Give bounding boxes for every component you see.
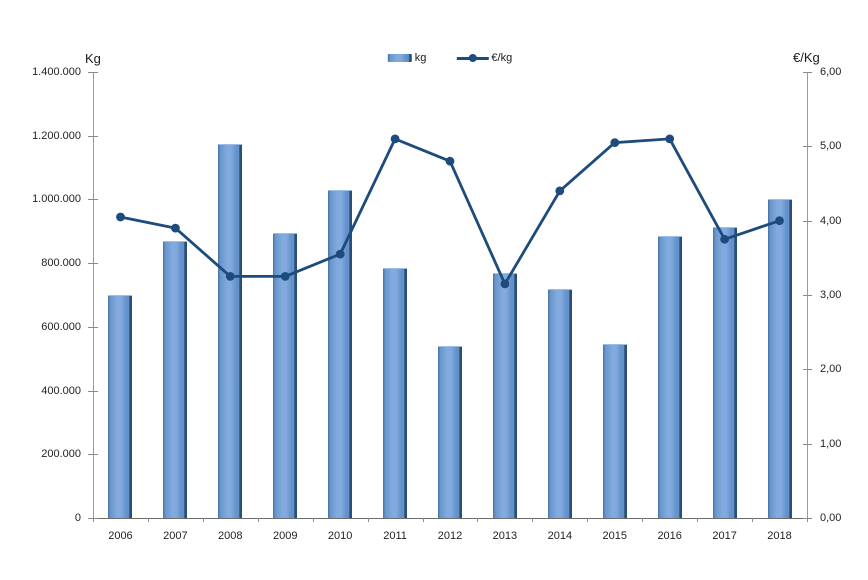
right-axis-tick — [803, 146, 812, 148]
left-axis-tick — [88, 199, 98, 201]
x-axis-label: 2015 — [602, 530, 627, 542]
bar-2014 — [547, 288, 572, 518]
x-axis-tick — [93, 518, 94, 522]
line-marker-2017 — [720, 234, 729, 244]
line-marker-2006 — [116, 212, 125, 222]
line-marker-2011 — [390, 134, 400, 144]
x-axis-label: 2014 — [547, 530, 573, 542]
line-marker-2014 — [555, 186, 565, 196]
bar-2015 — [602, 344, 627, 518]
left-axis-tick-label: 1.200.000 — [32, 129, 81, 142]
left-axis-tick — [88, 263, 98, 265]
legend: kg €/kg — [387, 52, 512, 64]
x-axis-tick — [697, 518, 699, 522]
left-axis-tick — [88, 72, 98, 73]
left-axis-tick-label: 1.400.000 — [32, 66, 81, 78]
legend-item-kg: kg — [387, 52, 427, 64]
bar-series-swatch-icon — [387, 54, 412, 62]
left-axis-title: Kg — [85, 51, 101, 66]
line-marker-2009 — [280, 272, 290, 281]
x-axis-label: 2007 — [163, 530, 188, 542]
right-axis-tick-label: 5,00 — [820, 140, 842, 153]
right-axis-tick-label: 3,00 — [820, 289, 842, 301]
x-axis-label: 2013 — [492, 530, 518, 542]
x-axis-tick — [257, 518, 259, 522]
x-axis-tick — [587, 518, 589, 522]
bar-2006 — [108, 295, 133, 518]
x-axis-label: 2008 — [218, 530, 243, 542]
left-axis-tick-label: 400.000 — [41, 384, 81, 397]
x-axis-label: 2010 — [327, 530, 353, 542]
legend-label-kg: kg — [414, 52, 427, 64]
x-axis-tick — [642, 518, 644, 522]
bar-2008 — [218, 143, 243, 518]
right-axis-tick-label: 2,00 — [820, 363, 842, 376]
bar-2013 — [492, 272, 517, 518]
line-swatch-marker-icon — [468, 53, 477, 62]
right-axis-tick-label: 6,00 — [820, 66, 842, 78]
left-axis-tick-label: 800.000 — [41, 257, 81, 270]
line-marker-2012 — [445, 156, 455, 166]
right-axis-title: €/Kg — [793, 50, 820, 65]
line-marker-2008 — [225, 272, 235, 281]
x-axis-tick — [367, 518, 369, 522]
line-marker-2015 — [610, 138, 620, 148]
left-axis-tick — [88, 326, 98, 328]
x-axis-tick — [422, 518, 424, 522]
left-axis-tick — [88, 135, 98, 137]
x-axis-label: 2012 — [437, 530, 463, 542]
right-axis-tick — [803, 72, 812, 73]
x-axis-tick — [312, 518, 314, 522]
x-axis-tick — [147, 518, 149, 522]
x-axis-label: 2017 — [712, 530, 737, 542]
x-axis-label: 2006 — [108, 530, 133, 542]
right-axis-tick — [803, 369, 812, 371]
bar-2018 — [767, 199, 792, 518]
x-axis-label: 2011 — [383, 530, 407, 542]
x-axis-label: 2009 — [272, 530, 298, 542]
x-axis-tick — [477, 518, 479, 522]
line-marker-2016 — [665, 134, 675, 144]
bar-2011 — [383, 267, 408, 518]
bar-2017 — [712, 226, 737, 518]
line-marker-2018 — [775, 216, 784, 226]
right-axis-tick-label: 1,00 — [820, 437, 842, 450]
line-series-swatch-icon — [456, 53, 489, 63]
bar-2016 — [657, 236, 682, 518]
bar-2007 — [163, 240, 188, 518]
x-axis-label: 2016 — [657, 530, 682, 542]
line-marker-2013 — [500, 279, 510, 289]
x-axis-tick — [532, 518, 534, 522]
line-marker-2010 — [335, 249, 345, 259]
left-axis-tick-label: 600.000 — [41, 320, 81, 333]
bar-2010 — [328, 189, 353, 518]
left-axis-tick-label: 200.000 — [41, 448, 81, 461]
line-marker-2007 — [171, 223, 180, 233]
left-axis-tick — [88, 390, 98, 392]
bar-2012 — [438, 345, 462, 518]
right-axis-tick — [803, 443, 812, 445]
legend-item-eur-kg: €/kg — [456, 52, 512, 64]
left-axis-line — [93, 72, 94, 518]
x-axis-tick — [807, 518, 808, 522]
x-axis-line — [93, 518, 808, 519]
right-axis-tick-label: 4,00 — [820, 214, 842, 227]
left-axis-tick-label: 0 — [74, 512, 81, 524]
x-axis-tick — [202, 518, 204, 522]
x-axis-tick — [752, 518, 754, 522]
left-axis-tick-label: 1.000.000 — [32, 193, 81, 206]
left-axis-tick — [88, 454, 98, 456]
right-axis-tick — [803, 295, 812, 296]
x-axis-label: 2018 — [767, 530, 792, 542]
right-axis-tick — [803, 220, 812, 222]
right-axis-tick-label: 0,00 — [820, 512, 842, 524]
legend-label-eur-kg: €/kg — [491, 52, 513, 64]
